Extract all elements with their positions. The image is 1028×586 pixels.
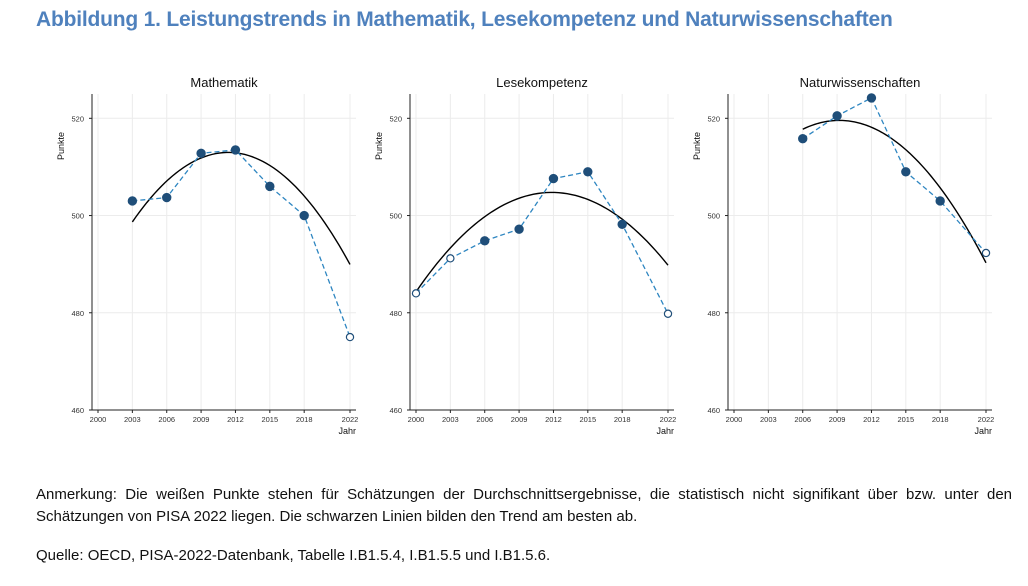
y-axis-label: Punkte (692, 132, 702, 160)
y-tick-label: 460 (71, 406, 84, 415)
x-tick-label: 2018 (296, 415, 313, 424)
data-point (299, 210, 309, 221)
data-point (514, 224, 524, 234)
data-point (798, 134, 808, 144)
x-tick-label: 2006 (794, 415, 811, 424)
y-tick-label: 500 (707, 212, 720, 221)
x-tick-label: 2009 (511, 415, 528, 424)
x-tick-label: 2006 (476, 415, 493, 424)
data-point (196, 148, 206, 159)
data-point (866, 93, 877, 103)
y-tick-label: 460 (707, 406, 720, 415)
x-tick-label: 2000 (408, 415, 425, 424)
x-axis-label: Jahr (974, 426, 992, 436)
chart-title: Lesekompetenz (496, 75, 588, 90)
data-point (832, 111, 842, 121)
y-tick-label: 480 (389, 309, 402, 318)
y-tick-label: 500 (389, 212, 402, 221)
y-tick-label: 480 (71, 309, 84, 318)
x-tick-label: 2015 (897, 415, 914, 424)
data-point-not-significant (663, 309, 673, 318)
x-tick-label: 2000 (726, 415, 743, 424)
x-tick-label: 2003 (760, 415, 777, 424)
x-axis-label: Jahr (338, 426, 356, 436)
data-point (480, 236, 490, 246)
data-point (935, 196, 945, 206)
x-tick-label: 2018 (932, 415, 949, 424)
x-tick-label: 2003 (442, 415, 459, 424)
data-point-not-significant (981, 248, 991, 258)
data-point-not-significant (345, 332, 355, 342)
x-tick-label: 2009 (193, 415, 210, 424)
data-point (583, 167, 593, 177)
x-tick-label: 2006 (158, 415, 175, 424)
chart-naturwissenschaften-svg: 2000 2003 2006 2009 2012 2015 2018 2022 460 480 50… (692, 75, 995, 436)
y-axis-label: Punkte (374, 132, 384, 160)
trend-line (802, 119, 987, 264)
plot-area (92, 94, 356, 410)
data-point (901, 167, 911, 177)
x-tick-label: 2000 (90, 415, 107, 424)
chart-lesekompetenz-svg: 2000 2003 2006 2009 2012 2015 2018 2022 460 480 50… (374, 75, 677, 436)
chart-title: Naturwissenschaften (800, 75, 921, 90)
data-point (265, 181, 275, 192)
x-tick-label: 2003 (124, 415, 141, 424)
data-point-not-significant (411, 289, 421, 298)
data-point (162, 192, 172, 203)
x-tick-label: 2018 (614, 415, 631, 424)
chart-mathematik-svg: 2000 2003 2006 2009 2012 2015 2018 2022 460 480 50… (56, 75, 359, 436)
x-tick-label: 2012 (227, 415, 244, 424)
chart-lesekompetenz: 2000 2003 2006 2009 2012 2015 2018 2022 460 480 50… (368, 72, 688, 442)
x-tick-label: 2015 (579, 415, 596, 424)
x-axis-label: Jahr (656, 426, 674, 436)
x-tick-label: 2022 (978, 415, 995, 424)
y-tick-label: 520 (71, 114, 84, 123)
chart-naturwissenschaften: 2000 2003 2006 2009 2012 2015 2018 2022 460 480 50… (686, 72, 1006, 442)
chart-mathematik: 2000 2003 2006 2009 2012 2015 2018 2022 460 480 50… (50, 72, 370, 442)
figure-source: Quelle: OECD, PISA-2022-Datenbank, Tabel… (36, 547, 551, 564)
plot-area (410, 94, 674, 410)
trend-line (131, 151, 351, 265)
figure-note: Anmerkung: Die weißen Punkte stehen für … (36, 486, 1012, 525)
x-tick-label: 2022 (342, 415, 359, 424)
y-tick-label: 460 (389, 406, 402, 415)
y-tick-label: 520 (707, 114, 720, 123)
x-tick-label: 2022 (660, 415, 677, 424)
data-line (802, 96, 987, 254)
data-point (127, 196, 138, 206)
x-tick-label: 2012 (545, 415, 562, 424)
data-point (230, 145, 241, 155)
x-tick-label: 2012 (863, 415, 880, 424)
x-tick-label: 2009 (829, 415, 846, 424)
plot-area (728, 94, 992, 410)
figure-title: Abbildung 1. Leistungstrends in Mathemat… (36, 8, 893, 31)
y-tick-label: 500 (71, 212, 84, 221)
data-point (617, 219, 627, 229)
data-line (415, 171, 669, 315)
data-point-not-significant (446, 254, 455, 263)
y-tick-label: 480 (707, 309, 720, 318)
data-point (548, 173, 559, 184)
y-tick-label: 520 (389, 114, 402, 123)
y-axis-label: Punkte (56, 132, 66, 160)
x-tick-label: 2015 (261, 415, 278, 424)
chart-title: Mathematik (190, 75, 258, 90)
